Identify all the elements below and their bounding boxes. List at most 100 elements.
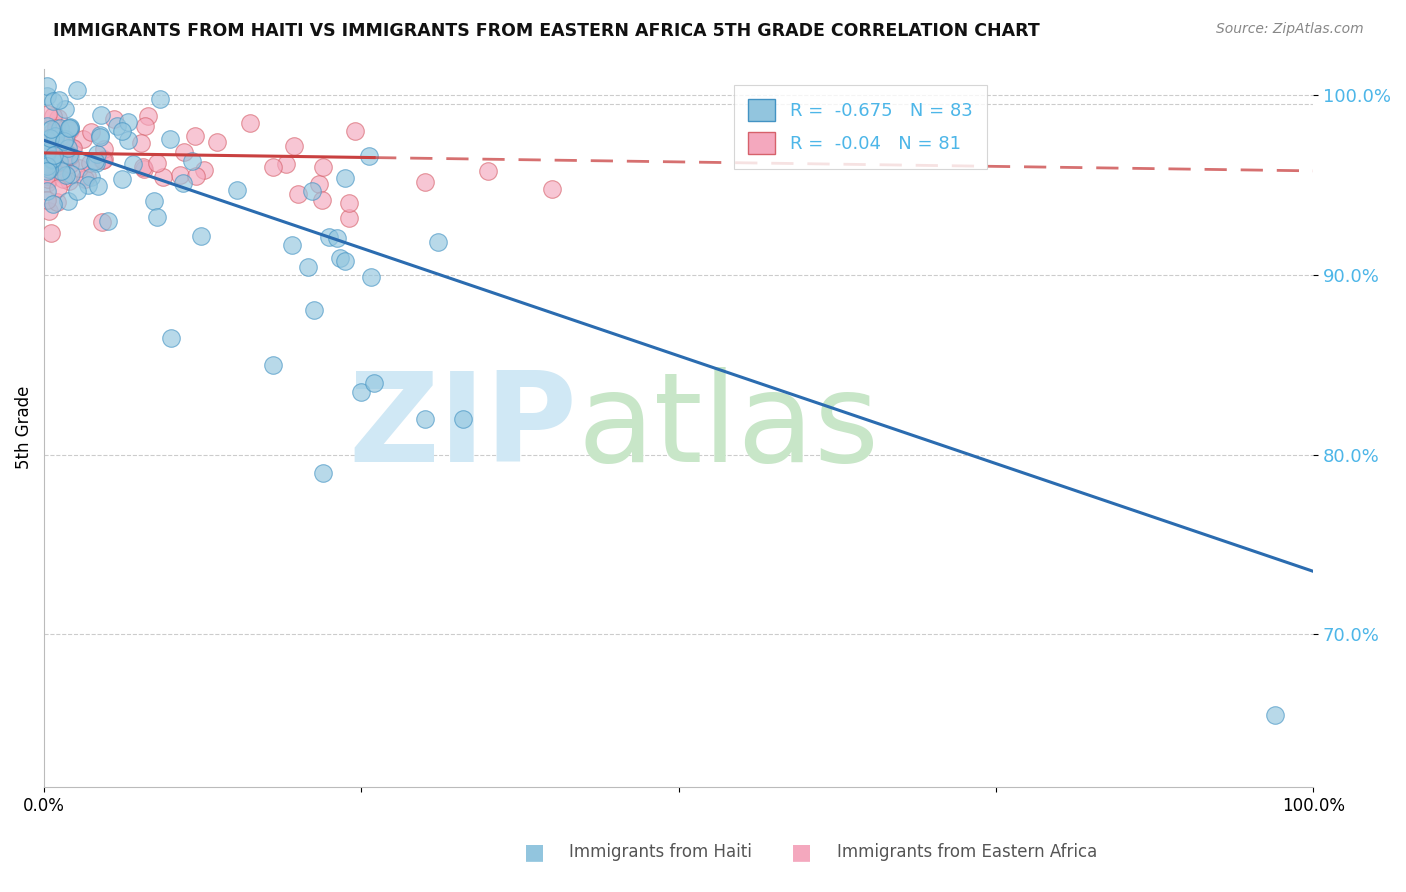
Point <box>274 157 297 171</box>
Point <box>66 82 89 96</box>
Point <box>35 184 58 198</box>
Point <box>413 175 436 189</box>
Point <box>37 107 59 121</box>
Point <box>49 132 72 146</box>
Point <box>62 141 84 155</box>
Point <box>52 172 75 186</box>
Point <box>103 112 125 126</box>
Point <box>41 153 63 167</box>
Point <box>91 153 114 167</box>
Point <box>427 235 450 249</box>
Point <box>42 148 65 162</box>
Text: ■: ■ <box>792 842 811 862</box>
Point <box>45 120 67 134</box>
Point <box>58 173 80 187</box>
Point <box>145 156 167 170</box>
Point <box>297 260 319 274</box>
Point <box>45 126 67 140</box>
Point <box>337 211 360 225</box>
Point <box>48 154 70 169</box>
Point <box>337 196 360 211</box>
Point <box>76 169 98 183</box>
Point <box>53 153 76 167</box>
Text: ZIP: ZIP <box>349 368 576 488</box>
Point <box>205 135 228 149</box>
Point <box>136 109 159 123</box>
Point <box>122 156 145 170</box>
Point <box>42 197 65 211</box>
Point <box>44 134 66 148</box>
Point <box>93 152 115 166</box>
Point <box>37 145 59 160</box>
Point <box>41 121 63 136</box>
Point <box>326 230 349 244</box>
Point <box>117 114 139 128</box>
Point <box>80 125 103 139</box>
Point <box>190 228 212 243</box>
Point <box>53 132 76 146</box>
Point <box>90 108 112 122</box>
Point <box>58 121 80 136</box>
Point <box>35 157 58 171</box>
Point <box>67 161 90 176</box>
Point <box>89 128 111 142</box>
Point <box>38 204 60 219</box>
Point <box>333 254 356 268</box>
Point <box>58 148 80 162</box>
Point <box>262 358 284 372</box>
Point <box>37 171 59 186</box>
Point <box>48 152 70 166</box>
Point <box>193 162 215 177</box>
Point <box>35 120 58 134</box>
Point <box>111 124 134 138</box>
Text: atlas: atlas <box>576 368 879 488</box>
Point <box>304 302 326 317</box>
Point <box>35 145 58 159</box>
Point <box>45 143 67 157</box>
Point <box>49 121 72 136</box>
Point <box>46 111 69 125</box>
Text: IMMIGRANTS FROM HAITI VS IMMIGRANTS FROM EASTERN AFRICA 5TH GRADE CORRELATION CH: IMMIGRANTS FROM HAITI VS IMMIGRANTS FROM… <box>53 22 1040 40</box>
Point <box>80 170 103 185</box>
Point <box>39 147 62 161</box>
Point <box>46 181 69 195</box>
Point <box>37 79 59 94</box>
Point <box>44 132 66 146</box>
Point <box>312 161 335 175</box>
Point <box>172 176 194 190</box>
Point <box>91 215 114 229</box>
Point <box>56 140 79 154</box>
Point <box>239 116 262 130</box>
Point <box>343 124 366 138</box>
Point <box>55 168 77 182</box>
Text: ■: ■ <box>524 842 544 862</box>
Point <box>149 92 172 106</box>
Point <box>160 331 183 345</box>
Point <box>59 120 82 135</box>
Point <box>186 169 208 184</box>
Point <box>159 131 181 145</box>
Point <box>283 139 305 153</box>
Point <box>35 163 58 178</box>
Legend: R =  -0.675   N = 83, R =  -0.04   N = 81: R = -0.675 N = 83, R = -0.04 N = 81 <box>734 85 987 169</box>
Point <box>540 182 562 196</box>
Point <box>39 227 62 241</box>
Point <box>41 153 63 168</box>
Point <box>301 184 323 198</box>
Point <box>329 251 352 265</box>
Point <box>359 149 381 163</box>
Point <box>41 125 63 139</box>
Point <box>37 144 59 158</box>
Point <box>281 237 304 252</box>
Point <box>132 162 155 177</box>
Point <box>41 153 63 168</box>
Point <box>181 153 204 168</box>
Point <box>225 183 247 197</box>
Point <box>87 179 110 194</box>
Point <box>59 167 82 181</box>
Point <box>35 159 58 173</box>
Point <box>35 169 58 184</box>
Point <box>318 230 340 244</box>
Point <box>132 160 155 174</box>
Point <box>38 135 60 149</box>
